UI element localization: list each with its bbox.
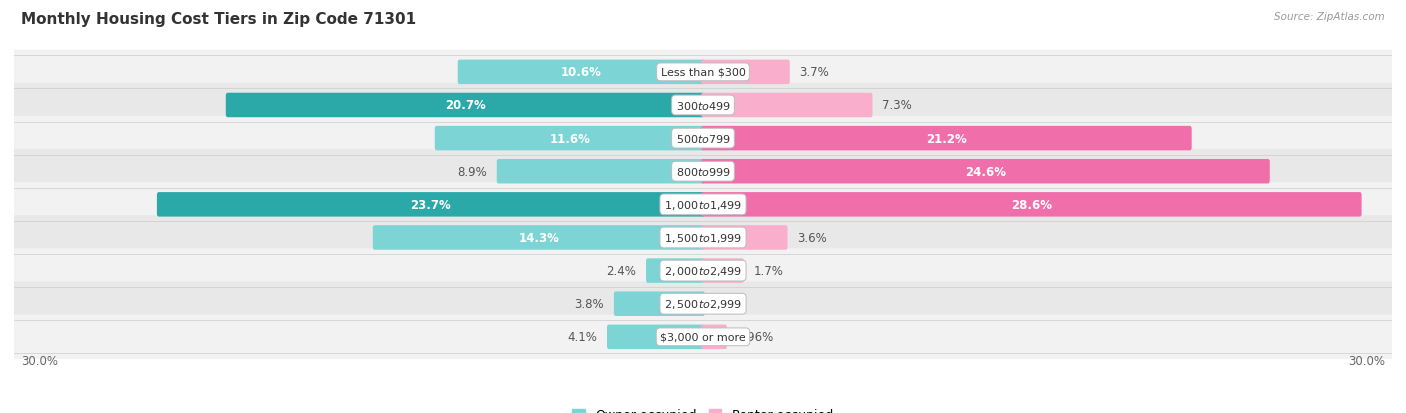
Text: $1,500 to $1,999: $1,500 to $1,999 <box>664 231 742 244</box>
FancyBboxPatch shape <box>373 225 704 250</box>
Text: 28.6%: 28.6% <box>1011 198 1052 211</box>
Legend: Owner-occupied, Renter-occupied: Owner-occupied, Renter-occupied <box>568 404 838 413</box>
Text: $2,000 to $2,499: $2,000 to $2,499 <box>664 264 742 278</box>
FancyBboxPatch shape <box>614 292 704 316</box>
Text: 11.6%: 11.6% <box>550 132 591 145</box>
FancyBboxPatch shape <box>11 216 1395 260</box>
Text: $2,500 to $2,999: $2,500 to $2,999 <box>664 297 742 311</box>
Text: 1.7%: 1.7% <box>754 264 783 278</box>
FancyBboxPatch shape <box>11 116 1395 161</box>
Text: 3.7%: 3.7% <box>800 66 830 79</box>
Text: 14.3%: 14.3% <box>519 231 560 244</box>
FancyBboxPatch shape <box>702 259 744 283</box>
FancyBboxPatch shape <box>226 93 704 118</box>
FancyBboxPatch shape <box>157 192 704 217</box>
Text: 0.96%: 0.96% <box>737 330 773 344</box>
FancyBboxPatch shape <box>607 325 704 349</box>
FancyBboxPatch shape <box>702 126 1192 151</box>
Text: $1,000 to $1,499: $1,000 to $1,499 <box>664 198 742 211</box>
Text: $300 to $499: $300 to $499 <box>675 100 731 112</box>
Text: 24.6%: 24.6% <box>965 165 1005 178</box>
FancyBboxPatch shape <box>11 249 1395 293</box>
FancyBboxPatch shape <box>11 50 1395 95</box>
Text: 21.2%: 21.2% <box>927 132 967 145</box>
Text: 4.1%: 4.1% <box>568 330 598 344</box>
FancyBboxPatch shape <box>702 192 1361 217</box>
FancyBboxPatch shape <box>458 60 704 85</box>
FancyBboxPatch shape <box>11 150 1395 194</box>
FancyBboxPatch shape <box>11 183 1395 227</box>
Text: 8.9%: 8.9% <box>457 165 486 178</box>
FancyBboxPatch shape <box>702 60 790 85</box>
FancyBboxPatch shape <box>11 83 1395 128</box>
Text: 20.7%: 20.7% <box>444 99 485 112</box>
Text: 10.6%: 10.6% <box>561 66 602 79</box>
Text: 23.7%: 23.7% <box>411 198 451 211</box>
FancyBboxPatch shape <box>645 259 704 283</box>
Text: Monthly Housing Cost Tiers in Zip Code 71301: Monthly Housing Cost Tiers in Zip Code 7… <box>21 12 416 27</box>
Text: 30.0%: 30.0% <box>21 354 58 367</box>
Text: $3,000 or more: $3,000 or more <box>661 332 745 342</box>
FancyBboxPatch shape <box>702 93 873 118</box>
Text: 30.0%: 30.0% <box>1348 354 1385 367</box>
Text: 3.6%: 3.6% <box>797 231 827 244</box>
Text: 7.3%: 7.3% <box>882 99 912 112</box>
FancyBboxPatch shape <box>496 159 704 184</box>
FancyBboxPatch shape <box>702 225 787 250</box>
Text: 0.0%: 0.0% <box>714 297 744 311</box>
FancyBboxPatch shape <box>702 159 1270 184</box>
Text: $500 to $799: $500 to $799 <box>675 133 731 145</box>
Text: $800 to $999: $800 to $999 <box>675 166 731 178</box>
Text: 2.4%: 2.4% <box>606 264 637 278</box>
FancyBboxPatch shape <box>702 325 727 349</box>
Text: 3.8%: 3.8% <box>575 297 605 311</box>
FancyBboxPatch shape <box>434 126 704 151</box>
Text: Less than $300: Less than $300 <box>661 68 745 78</box>
FancyBboxPatch shape <box>11 282 1395 326</box>
FancyBboxPatch shape <box>11 315 1395 359</box>
Text: Source: ZipAtlas.com: Source: ZipAtlas.com <box>1274 12 1385 22</box>
